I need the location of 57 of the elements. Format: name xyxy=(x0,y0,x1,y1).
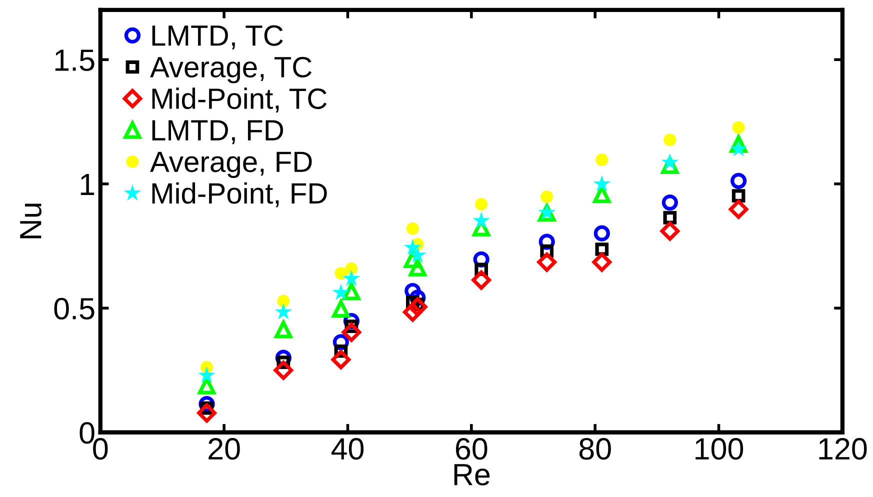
point xyxy=(342,322,362,342)
point xyxy=(730,135,748,153)
x-tick-label: 100 xyxy=(696,438,744,460)
point xyxy=(594,225,610,242)
point xyxy=(408,297,428,317)
point xyxy=(331,350,351,370)
legend-label: LMTD, TC xyxy=(152,25,283,50)
point xyxy=(730,172,747,189)
point xyxy=(334,267,348,280)
point xyxy=(274,320,292,338)
x-tick-label: 60 xyxy=(456,438,488,460)
point xyxy=(345,262,358,275)
legend-label: Average, TC xyxy=(150,56,312,84)
point xyxy=(472,270,491,290)
y-tick-label: 1 xyxy=(80,174,94,195)
point xyxy=(406,222,419,235)
x-tick-label: 20 xyxy=(208,438,240,460)
point xyxy=(404,238,422,256)
point xyxy=(728,200,748,219)
point xyxy=(593,175,610,192)
legend-label: Average, FD xyxy=(150,152,312,178)
point xyxy=(197,403,216,423)
point xyxy=(342,282,360,300)
x-tick-label: 40 xyxy=(331,438,364,460)
legend-label: Mid-Point, FD xyxy=(152,182,327,208)
x-axis-title: Re xyxy=(454,464,490,486)
point xyxy=(596,154,608,166)
point xyxy=(198,376,216,394)
point xyxy=(475,198,488,211)
point xyxy=(662,194,678,211)
legend-label: LMTD, FD xyxy=(152,120,284,144)
point xyxy=(660,221,680,241)
point xyxy=(409,246,426,263)
point xyxy=(198,366,216,383)
point xyxy=(277,294,290,308)
legend-label: Mid-Point, TC xyxy=(152,88,327,113)
point xyxy=(537,252,557,272)
point xyxy=(540,190,554,204)
point xyxy=(342,270,360,286)
y-axis-title: Nu xyxy=(20,204,42,238)
x-tick-label: 0 xyxy=(93,438,108,460)
y-tick-label: 1.5 xyxy=(55,50,94,72)
point xyxy=(592,252,612,272)
x-tick-label: 80 xyxy=(579,438,611,460)
point xyxy=(274,303,292,320)
point xyxy=(664,134,676,146)
point xyxy=(472,212,490,228)
point xyxy=(403,302,422,322)
point xyxy=(661,153,679,170)
y-tick-label: 0 xyxy=(80,422,94,444)
point xyxy=(732,121,745,134)
point xyxy=(332,284,350,300)
x-tick-label: 120 xyxy=(819,438,867,460)
point xyxy=(730,140,748,156)
point xyxy=(408,258,426,276)
y-tick-label: 0.5 xyxy=(54,298,94,320)
point xyxy=(274,360,294,380)
